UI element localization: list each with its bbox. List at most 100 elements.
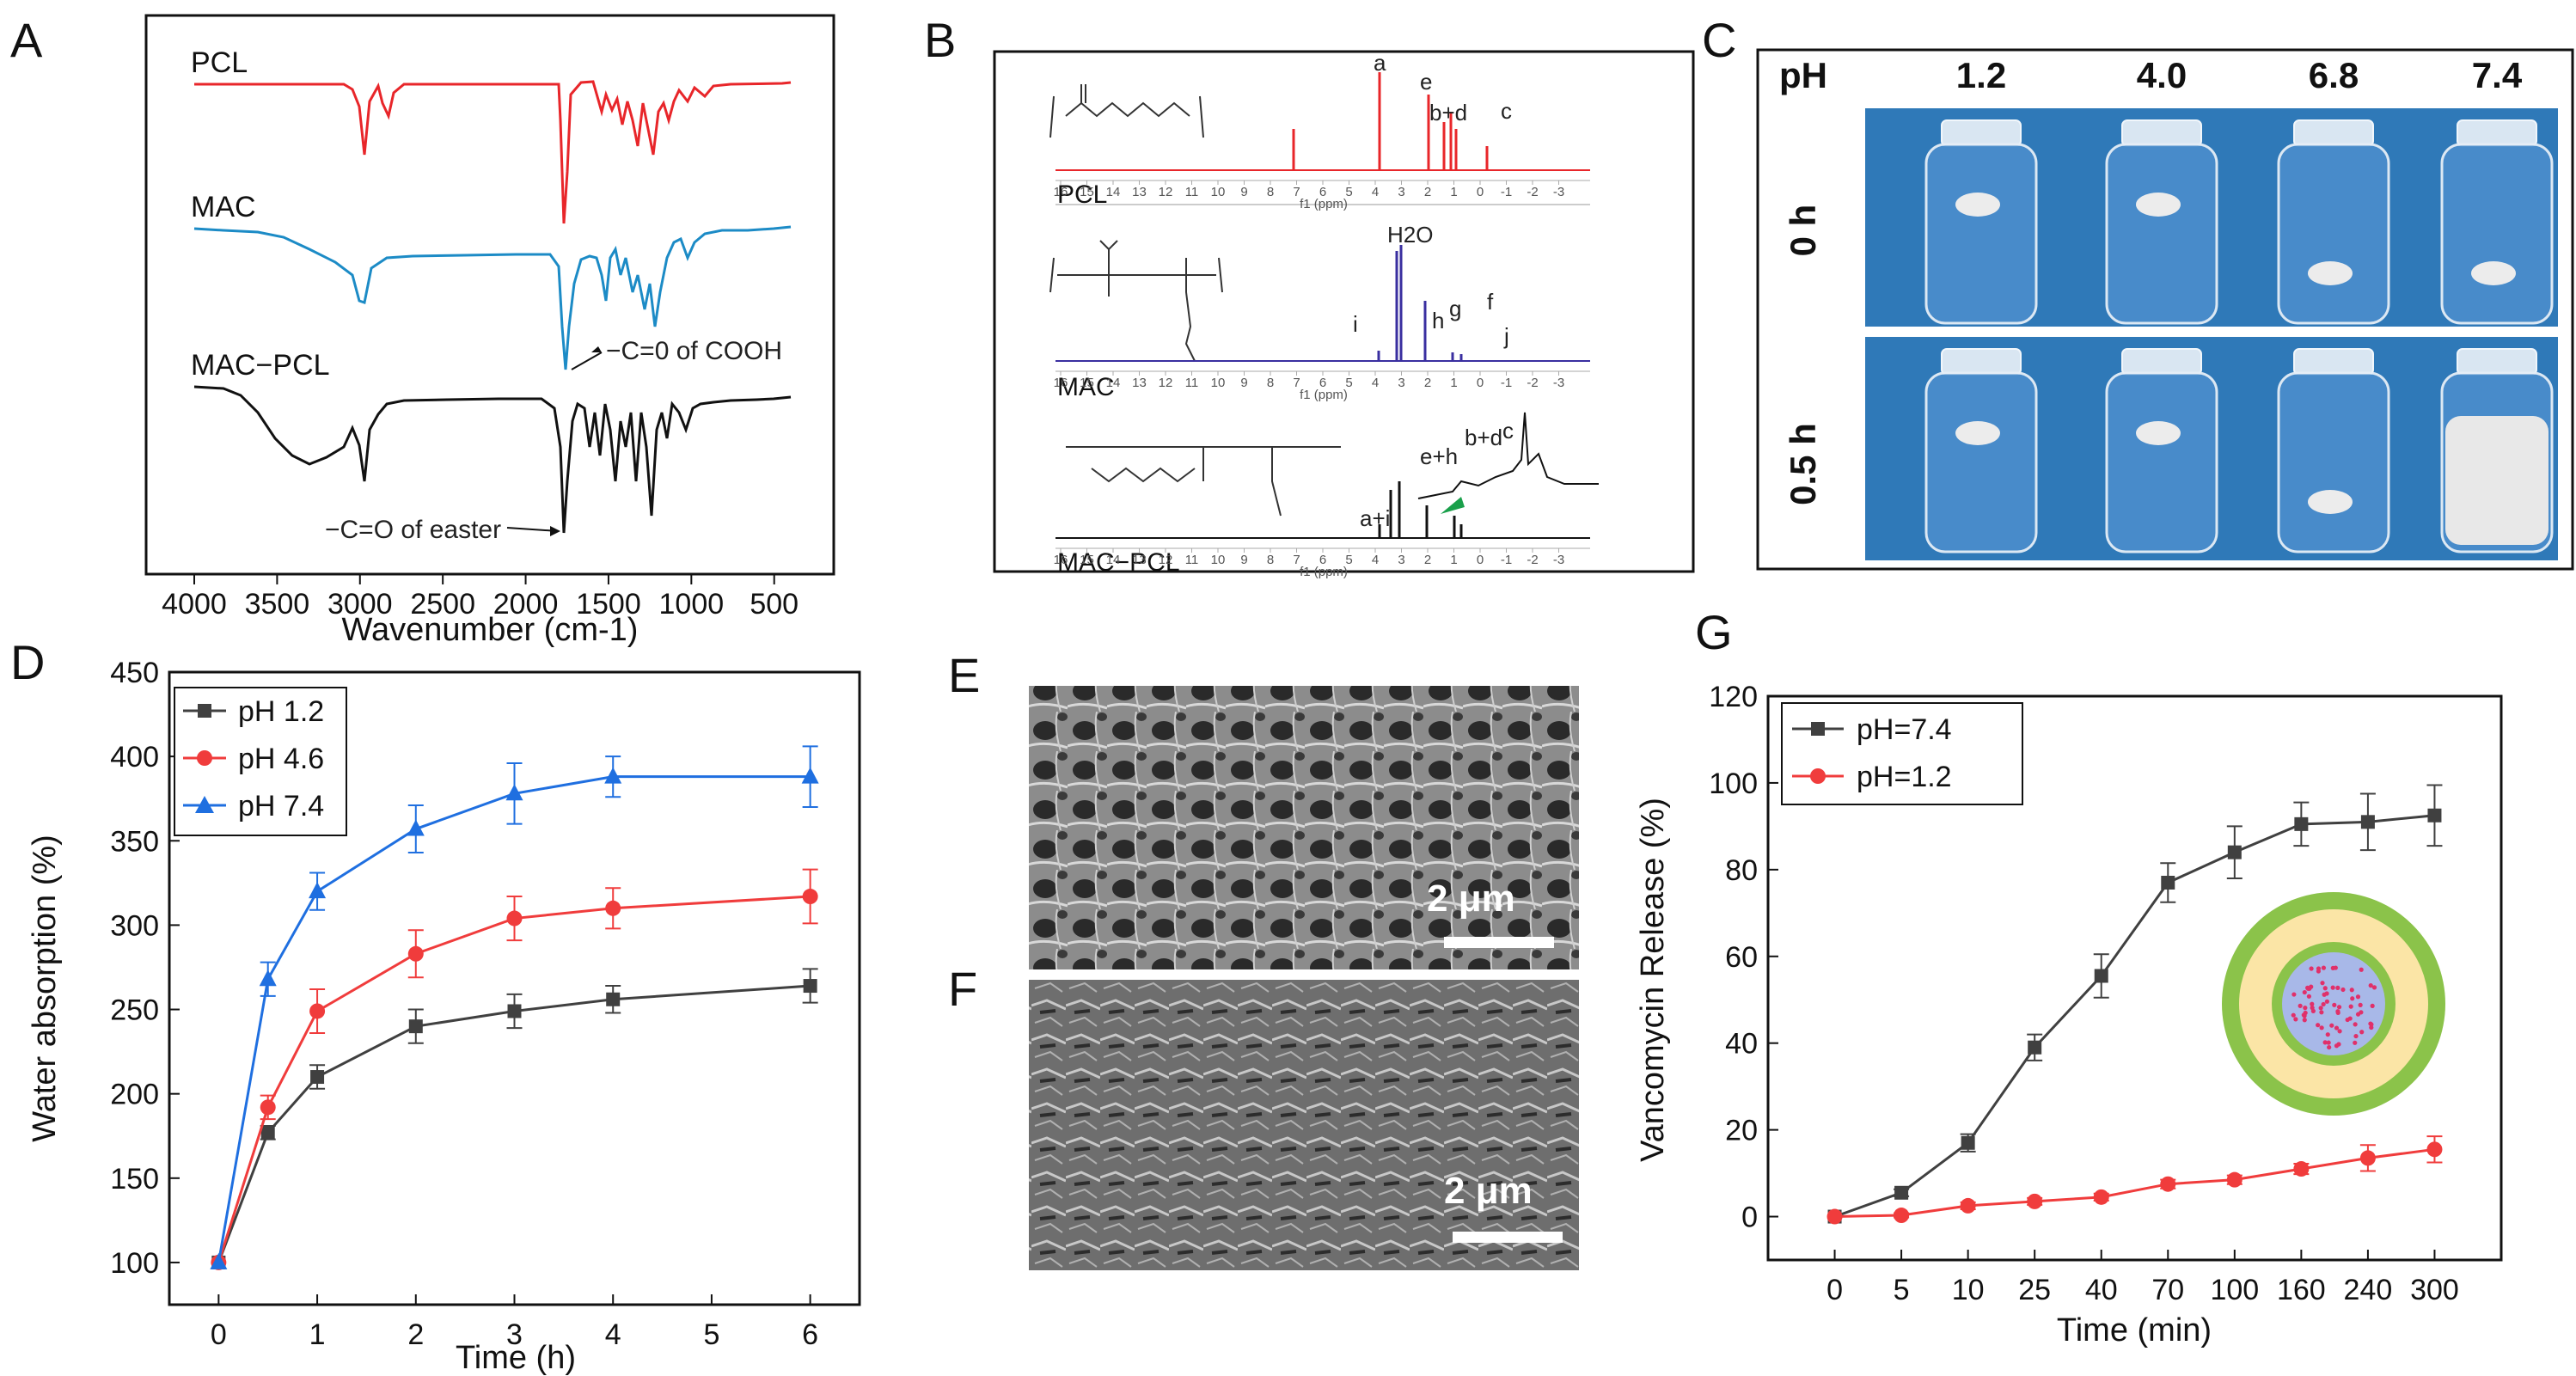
nmr-ppm-tick-label: 4 (1372, 376, 1379, 390)
drug-dot (2310, 1001, 2315, 1006)
vial-cap (2121, 119, 2202, 147)
panel-e-letter: E (948, 648, 980, 702)
drug-dot (2349, 988, 2354, 993)
nmr-green-arrow (1441, 497, 1465, 514)
vial-body (1924, 371, 2038, 553)
drug-dot (2358, 1002, 2363, 1007)
ytick-label: 100 (110, 1247, 159, 1280)
ftir-xtick-label: 3000 (327, 588, 393, 621)
xtick-label: 300 (2410, 1274, 2459, 1306)
ftir-label-mac-pcl: MAC−PCL (191, 349, 330, 382)
data-point (606, 992, 621, 1006)
nmr-ppm-tick-label: 15 (1080, 376, 1094, 390)
drug-dot (2310, 1006, 2315, 1011)
xtick-label: 5 (703, 1318, 719, 1351)
data-point (802, 889, 818, 905)
nmr-ppm-tick-label: 12 (1159, 376, 1173, 390)
nmr-ppm-tick-label: 5 (1345, 553, 1352, 567)
vial (2277, 348, 2390, 553)
nmr-ppm-tick-label: 12 (1159, 185, 1173, 199)
nmr-ppm-tick-label: 10 (1211, 376, 1226, 390)
drug-dot (2291, 1012, 2296, 1018)
drug-dot (2335, 985, 2340, 990)
data-point (2360, 815, 2375, 829)
nmr-ppm-unit: f1 (ppm) (1300, 388, 1348, 402)
vial (2440, 348, 2554, 553)
ytick-label: 450 (110, 657, 159, 689)
chart-d-plot: 100 150 200 250 300 350 400 450 0 1 2 3 4 5 6 (110, 657, 819, 1351)
xtick-label: 6 (802, 1318, 818, 1351)
nmr-ppm-tick-label: 4 (1372, 185, 1379, 199)
nmr-ppm-tick-label: 1 (1450, 553, 1457, 567)
sem-image-e (1029, 686, 1579, 969)
drug-dot (2340, 987, 2346, 993)
nmr-ppm-tick-label: 11 (1185, 185, 1199, 199)
data-point (1894, 1208, 1910, 1224)
drug-dot (2319, 1010, 2324, 1015)
drug-dot (2330, 985, 2335, 990)
ftir-annotation-ester: −C=O of easter (325, 516, 560, 544)
nmr-peak-h: h (1432, 308, 1444, 333)
nmr-peak-e: e (1420, 69, 1432, 95)
nmr-ppm-tick-label: -3 (1553, 376, 1564, 390)
data-point (605, 900, 621, 916)
hydrogel-piece (1955, 193, 2000, 217)
vial-body (2105, 143, 2218, 325)
drug-dot (2322, 992, 2327, 997)
drug-dot (2334, 1025, 2340, 1030)
xtick-label: 3 (506, 1318, 523, 1351)
xtick-label: 240 (2344, 1274, 2393, 1306)
nmr-ppm-tick-label: 16 (1054, 185, 1068, 199)
data-point (2359, 1150, 2376, 1166)
data-point (1961, 1135, 1975, 1150)
chart-d-legend-2: pH 4.6 (183, 743, 324, 775)
nmr-ppm-tick-label: 9 (1240, 553, 1247, 567)
drug-dot (2355, 1012, 2361, 1017)
drug-dot (2306, 994, 2312, 999)
chart-d-legend-2-label: pH 4.6 (238, 743, 324, 775)
series-line-2 (217, 895, 811, 1263)
nmr-ppm-unit: f1 (ppm) (1300, 197, 1348, 211)
drug-dot (2302, 1018, 2307, 1023)
data-point (2093, 1189, 2109, 1205)
chart-g-ylabel: Vancomycin Release (%) (1635, 798, 1671, 1162)
drug-dot (2320, 981, 2325, 986)
drug-dot (2303, 1006, 2308, 1011)
nmr-ppm-tick-label: 8 (1267, 185, 1274, 199)
sem-scale-label-e: 2 μm (1427, 878, 1515, 920)
nmr-ppm-tick-label: 15 (1080, 185, 1094, 199)
drug-dot (2336, 1005, 2342, 1010)
ph-value-2: 4.0 (2137, 55, 2187, 95)
nmr-ppm-tick-label: -2 (1527, 185, 1538, 199)
drug-dot (2345, 1017, 2350, 1023)
ftir-annotation-cooh-text: −C=0 of COOH (606, 337, 782, 365)
nmr-ppm-tick-label: 12 (1159, 553, 1173, 567)
xtick-label: 1 (309, 1318, 326, 1351)
schematic-drug-dots (2291, 965, 2377, 1050)
chart-g-legend-2-label: pH=1.2 (1857, 761, 1952, 793)
panel-d: D 100 150 200 250 300 350 400 450 0 1 2 3 4 5 6 Time (… (10, 635, 861, 1376)
xtick-label: 5 (1894, 1274, 1910, 1306)
drug-dot (2369, 1024, 2374, 1030)
nmr-ppm-tick-label: 7 (1293, 185, 1300, 199)
nmr-peak-c: c (1501, 98, 1512, 124)
sem-image-f (1029, 980, 1579, 1270)
nmr-ppm-tick-label: -2 (1527, 376, 1538, 390)
nmr-ppm-tick-label: 5 (1345, 185, 1352, 199)
nmr-structure-mac-pcl (1066, 446, 1341, 517)
drug-dot (2324, 999, 2329, 1004)
data-point (260, 1125, 275, 1140)
vial-body (2277, 143, 2390, 325)
drug-dot (2326, 1040, 2331, 1045)
nmr-ppm-tick-label: 16 (1054, 376, 1068, 390)
ph-value-3: 6.8 (2309, 55, 2359, 95)
nmr-ppm-tick-label: 1 (1450, 185, 1457, 199)
nmr-ppm-tick-label: -3 (1553, 185, 1564, 199)
ftir-xtick-label: 500 (750, 588, 798, 621)
data-point (604, 767, 622, 784)
hydrogel-piece (2471, 261, 2516, 285)
ytick-label: 250 (110, 994, 159, 1027)
ph-header: pH (1779, 55, 1827, 95)
drug-dot (2321, 1001, 2326, 1007)
